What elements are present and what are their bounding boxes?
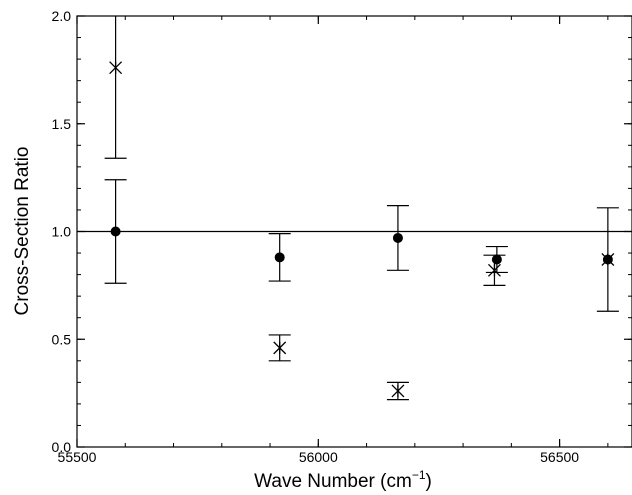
x-tick-label: 56500: [540, 449, 579, 465]
data-point-asterisk: [109, 61, 123, 75]
x-axis-label-close: ): [426, 471, 432, 492]
data-point-circle: [491, 254, 502, 265]
x-axis-label: Wave Number (cm−1): [254, 468, 432, 492]
x-axis-label-superscript: −1: [412, 468, 426, 482]
y-tick-label: 2.0: [52, 8, 72, 24]
x-tick-label: 55500: [58, 449, 97, 465]
data-point-circle: [110, 226, 121, 237]
data-point-circle: [392, 232, 403, 243]
data-point-circle: [274, 252, 285, 263]
data-marks: [104, 16, 619, 401]
x-axis-label-text: Wave Number (cm: [254, 471, 412, 492]
x-tick-label: 56000: [299, 449, 338, 465]
y-tick-label: 1.5: [52, 116, 72, 132]
y-tick-label: 0.5: [52, 331, 72, 347]
axis-ticks: 0.0 0.5 1.0 1.5 2.0 55500 56000 56500: [52, 8, 632, 465]
data-point-asterisk: [273, 341, 287, 355]
data-point-asterisk: [487, 263, 501, 277]
y-axis-label: Cross-Section Ratio: [12, 147, 33, 316]
y-tick-label: 0.0: [52, 439, 72, 455]
data-point-asterisk: [391, 384, 405, 398]
y-tick-label: 1.0: [52, 224, 72, 240]
data-point-asterisk: [601, 253, 615, 266]
